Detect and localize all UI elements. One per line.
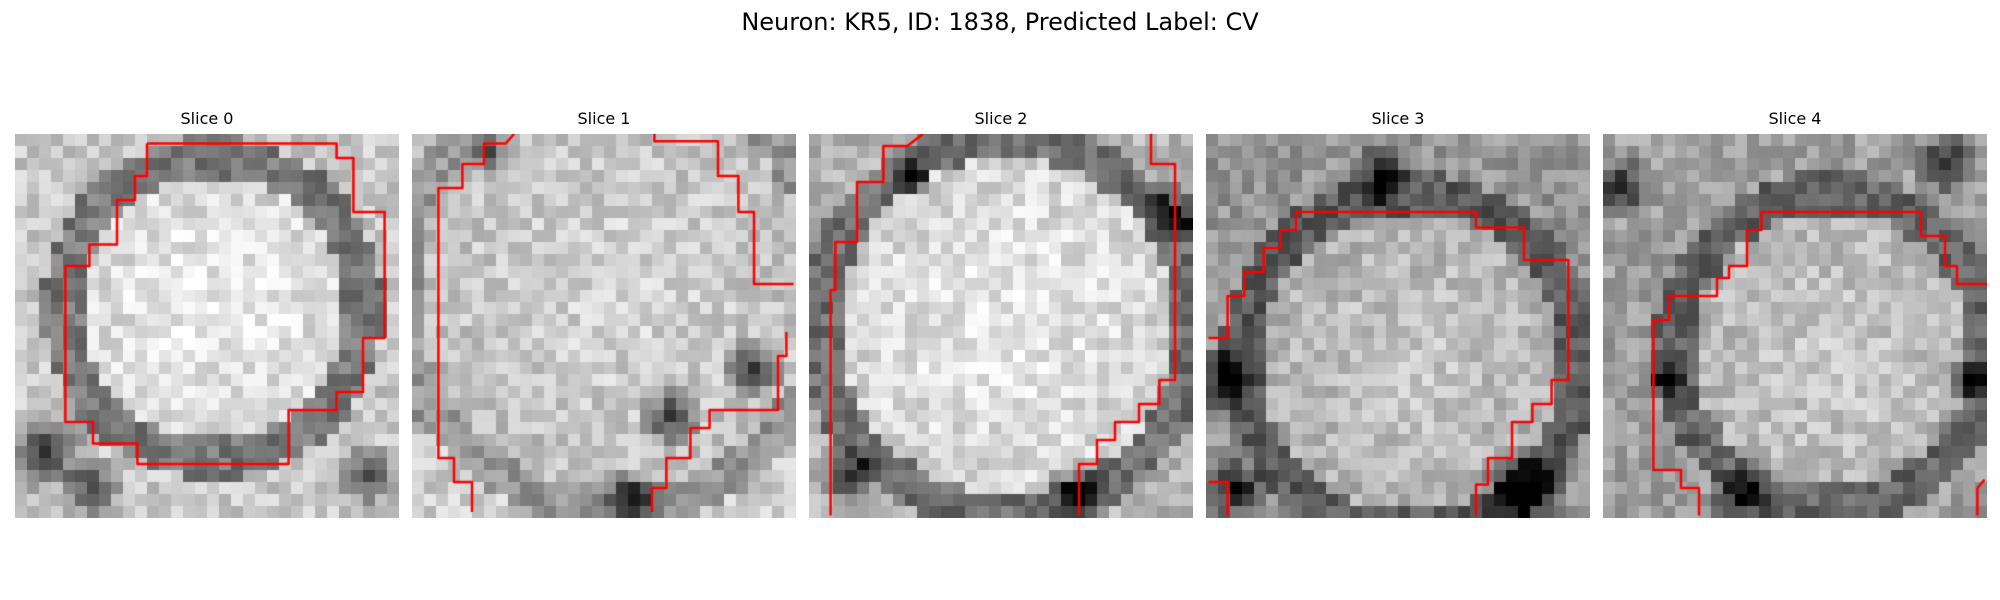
slice-title-3: Slice 3 bbox=[1371, 109, 1425, 128]
figure-title: Neuron: KR5, ID: 1838, Predicted Label: … bbox=[741, 8, 1259, 36]
slice-image-3 bbox=[1206, 134, 1590, 518]
slice-image-1 bbox=[412, 134, 796, 518]
slice-title-4: Slice 4 bbox=[1768, 109, 1822, 128]
slice-image-0 bbox=[15, 134, 399, 518]
slice-title-2: Slice 2 bbox=[974, 109, 1028, 128]
slice-title-0: Slice 0 bbox=[180, 109, 234, 128]
slice-image-4 bbox=[1603, 134, 1987, 518]
slice-title-1: Slice 1 bbox=[577, 109, 631, 128]
slice-image-2 bbox=[809, 134, 1193, 518]
